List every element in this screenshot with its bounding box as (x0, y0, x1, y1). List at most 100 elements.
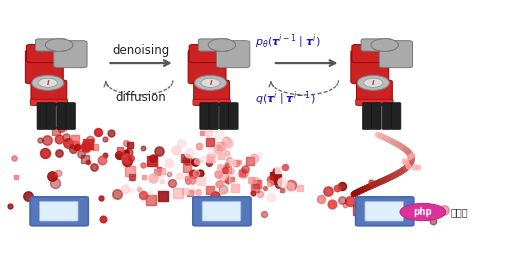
Point (41, 151, 49, 155)
Point (53, 171, 62, 175)
Point (6, 204, 14, 208)
Point (185, 191, 193, 195)
Point (54, 137, 63, 141)
Point (197, 131, 206, 135)
Point (222, 167, 231, 171)
Point (204, 161, 212, 165)
FancyBboxPatch shape (228, 103, 238, 129)
FancyBboxPatch shape (192, 99, 230, 105)
Point (177, 141, 185, 145)
Point (107, 131, 115, 135)
Point (139, 193, 147, 197)
Text: $p_{\theta}(\boldsymbol{\tau}^{i-1} \mid \boldsymbol{\tau}^{i})$: $p_{\theta}(\boldsymbol{\tau}^{i-1} \mid… (254, 32, 320, 51)
Point (187, 189, 195, 193)
Point (101, 153, 109, 157)
Point (125, 143, 133, 147)
Point (128, 176, 136, 180)
Point (238, 171, 246, 175)
Point (154, 171, 162, 175)
Point (211, 194, 219, 198)
Point (207, 156, 215, 160)
Point (80, 157, 89, 162)
Point (188, 178, 196, 182)
Point (395, 199, 403, 203)
Point (147, 191, 155, 195)
Point (195, 171, 204, 175)
Point (115, 153, 123, 157)
Point (174, 191, 182, 195)
Point (59, 125, 67, 129)
FancyBboxPatch shape (36, 39, 67, 51)
Ellipse shape (201, 78, 220, 87)
Point (193, 190, 202, 194)
Point (218, 187, 226, 191)
Point (280, 165, 288, 169)
Point (81, 146, 90, 150)
Point (126, 156, 134, 160)
FancyBboxPatch shape (362, 103, 371, 129)
Point (237, 171, 245, 175)
Point (368, 203, 376, 207)
Point (182, 159, 190, 163)
FancyBboxPatch shape (216, 41, 249, 68)
Point (36, 138, 44, 142)
Point (394, 218, 403, 222)
Point (158, 169, 166, 173)
Point (196, 179, 205, 184)
Text: denoising: denoising (112, 44, 169, 57)
Point (273, 184, 281, 188)
Point (12, 175, 20, 179)
Point (191, 172, 199, 176)
FancyBboxPatch shape (26, 45, 73, 62)
Point (272, 169, 280, 173)
Text: $q(\boldsymbol{\tau}^{i} \mid \boldsymbol{\tau}^{i-1})$: $q(\boldsymbol{\tau}^{i} \mid \boldsymbo… (254, 89, 315, 108)
Point (181, 156, 189, 161)
Point (277, 188, 286, 192)
Point (152, 170, 160, 175)
Point (250, 186, 259, 190)
Point (158, 179, 166, 183)
Point (249, 156, 258, 160)
Point (48, 174, 56, 178)
Point (323, 189, 331, 193)
Text: i: i (209, 80, 211, 86)
Point (43, 138, 51, 142)
FancyBboxPatch shape (37, 103, 46, 129)
FancyBboxPatch shape (193, 80, 229, 105)
Point (256, 192, 264, 196)
Point (184, 151, 192, 155)
Point (295, 186, 303, 190)
FancyBboxPatch shape (356, 80, 391, 105)
Ellipse shape (356, 75, 388, 90)
Point (205, 157, 213, 161)
Point (246, 178, 254, 182)
Point (116, 148, 124, 152)
Point (274, 168, 282, 172)
Point (71, 137, 79, 141)
Point (194, 144, 202, 148)
Point (155, 148, 163, 153)
Point (165, 172, 173, 176)
Point (81, 145, 89, 149)
Point (148, 176, 156, 180)
Point (251, 179, 259, 183)
Point (261, 186, 269, 190)
Point (208, 147, 216, 151)
Point (121, 150, 129, 154)
Point (224, 157, 233, 162)
FancyBboxPatch shape (46, 103, 55, 129)
Point (223, 142, 232, 146)
Point (188, 172, 196, 176)
FancyBboxPatch shape (188, 50, 225, 84)
Point (439, 208, 447, 212)
Point (240, 167, 248, 171)
FancyBboxPatch shape (30, 99, 68, 105)
Point (278, 180, 286, 185)
Point (84, 160, 92, 164)
Point (400, 159, 408, 163)
Point (192, 159, 201, 163)
FancyBboxPatch shape (39, 201, 78, 221)
Point (24, 194, 32, 198)
Point (229, 177, 237, 181)
Point (346, 199, 354, 203)
